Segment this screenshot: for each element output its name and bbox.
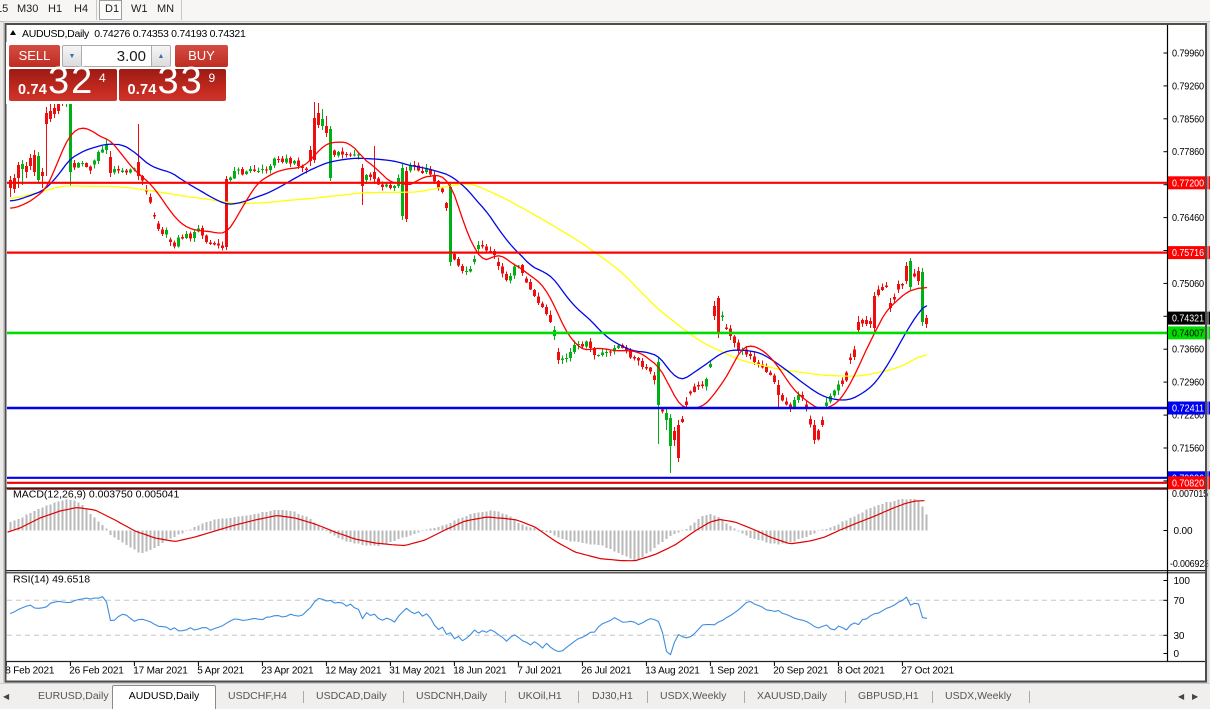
svg-text:0.79260: 0.79260 (1172, 81, 1205, 92)
svg-text:0.77200: 0.77200 (1172, 178, 1204, 189)
svg-text:18 Jun 2021: 18 Jun 2021 (453, 666, 507, 677)
svg-text:-0.006923: -0.006923 (1170, 559, 1210, 570)
svg-text:0.78560: 0.78560 (1172, 114, 1205, 125)
svg-text:0.007015: 0.007015 (1172, 489, 1209, 500)
svg-text:0.72960: 0.72960 (1172, 378, 1205, 389)
svg-text:70: 70 (1174, 596, 1185, 607)
svg-text:100: 100 (1174, 576, 1191, 587)
svg-text:20 Sep 2021: 20 Sep 2021 (773, 666, 829, 677)
svg-text:17 Mar 2021: 17 Mar 2021 (133, 666, 188, 677)
svg-text:0.74007: 0.74007 (1172, 328, 1204, 339)
svg-text:MACD(12,26,9) 0.003750 0.00504: MACD(12,26,9) 0.003750 0.005041 (13, 489, 180, 501)
svg-text:0.74321: 0.74321 (1172, 314, 1204, 325)
svg-text:0.72260: 0.72260 (1172, 411, 1205, 422)
svg-text:1 Sep 2021: 1 Sep 2021 (709, 666, 759, 677)
svg-text:0.77860: 0.77860 (1172, 147, 1205, 158)
svg-text:0.70820: 0.70820 (1172, 478, 1204, 489)
svg-text:0.00: 0.00 (1174, 526, 1193, 537)
svg-text:12 May 2021: 12 May 2021 (325, 666, 382, 677)
svg-text:0.75716: 0.75716 (1172, 248, 1204, 259)
svg-text:13 Aug 2021: 13 Aug 2021 (645, 666, 700, 677)
svg-text:23 Apr 2021: 23 Apr 2021 (261, 666, 314, 677)
svg-text:0.73660: 0.73660 (1172, 345, 1205, 356)
svg-text:0.71560: 0.71560 (1172, 444, 1205, 455)
svg-text:26 Feb 2021: 26 Feb 2021 (69, 666, 124, 677)
svg-text:0.72411: 0.72411 (1172, 404, 1204, 415)
svg-text:8 Feb 2021: 8 Feb 2021 (5, 666, 55, 677)
svg-text:0: 0 (1174, 649, 1180, 660)
svg-text:0.75060: 0.75060 (1172, 279, 1205, 290)
svg-text:27 Oct 2021: 27 Oct 2021 (901, 666, 954, 677)
svg-text:7 Jul 2021: 7 Jul 2021 (517, 666, 562, 677)
svg-text:0.79960: 0.79960 (1172, 49, 1205, 60)
svg-text:0.76460: 0.76460 (1172, 213, 1205, 224)
svg-text:30: 30 (1174, 631, 1185, 642)
svg-text:5 Apr 2021: 5 Apr 2021 (197, 666, 244, 677)
svg-text:RSI(14) 49.6518: RSI(14) 49.6518 (13, 574, 90, 586)
svg-text:31 May 2021: 31 May 2021 (389, 666, 446, 677)
svg-text:8 Oct 2021: 8 Oct 2021 (837, 666, 885, 677)
svg-text:26 Jul 2021: 26 Jul 2021 (581, 666, 632, 677)
